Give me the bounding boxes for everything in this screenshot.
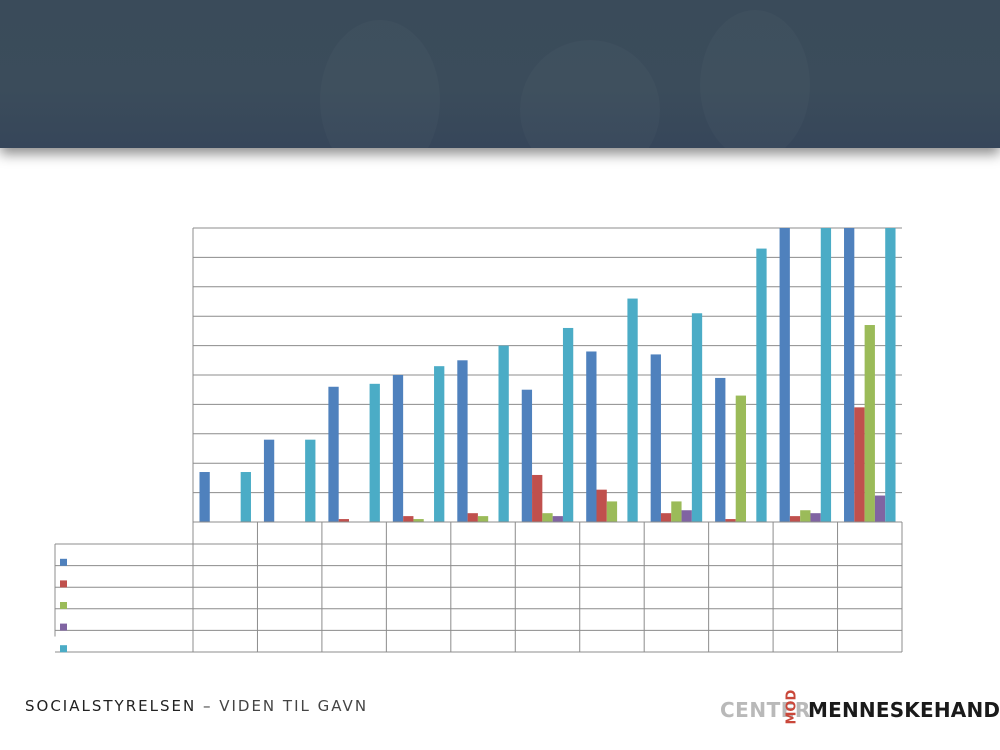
bar (800, 510, 811, 522)
bar (338, 519, 349, 522)
bar (521, 389, 533, 522)
bar (691, 313, 703, 522)
chart-gridlines (192, 227, 902, 523)
bar (498, 345, 509, 522)
bar (650, 354, 661, 522)
bar (434, 366, 445, 522)
chart-bars (199, 228, 896, 522)
bar (199, 472, 210, 522)
bar (403, 516, 414, 522)
header-banner (0, 0, 1000, 148)
bar (854, 407, 865, 522)
logo-right-word: MENNESKEHANDEL (808, 698, 1000, 722)
data-table (54, 521, 903, 653)
bar (328, 386, 339, 522)
footer-brand: SOCIALSTYRELSEN (25, 697, 197, 715)
bar (885, 228, 896, 522)
bar (477, 516, 489, 522)
legend-swatch (60, 558, 67, 566)
bar (864, 325, 875, 522)
bar (467, 513, 478, 522)
legend-swatch (60, 623, 67, 631)
bar (457, 360, 468, 522)
bar (681, 510, 692, 522)
bar (542, 513, 553, 522)
bar (779, 228, 790, 522)
bar (392, 375, 404, 522)
bar (874, 495, 886, 522)
logo-left-word: CENTER (720, 698, 811, 722)
bar (240, 472, 251, 522)
legend-swatch (60, 645, 67, 653)
bar (586, 351, 597, 522)
bar (562, 327, 574, 522)
footer-branding: SOCIALSTYRELSEN – VIDEN TIL GAVN (25, 697, 368, 715)
bar (844, 228, 855, 522)
bar (532, 474, 543, 522)
bar (715, 377, 726, 522)
bar (305, 439, 316, 522)
bar (596, 489, 607, 522)
bar (735, 395, 747, 522)
bar (810, 513, 821, 522)
bar (413, 519, 424, 522)
footer-separator: – (196, 697, 220, 715)
footer-tagline: VIDEN TIL GAVN (219, 697, 369, 715)
bar (756, 248, 767, 522)
logo-middle: MOD (784, 688, 800, 732)
bar (552, 516, 563, 522)
bar (725, 519, 736, 522)
bar (671, 501, 682, 522)
bar (369, 383, 380, 522)
legend-swatch (60, 602, 67, 609)
legend-swatch (60, 580, 67, 588)
bar (606, 501, 618, 522)
center-mod-menneskehandel-logo: CENTER MOD MENNESKEHANDEL (720, 688, 1000, 732)
bar (820, 228, 832, 522)
bar (660, 513, 672, 522)
bar (789, 516, 801, 522)
bar (627, 298, 638, 522)
bar (263, 439, 275, 522)
logo-middle-word: MOD (784, 689, 800, 725)
